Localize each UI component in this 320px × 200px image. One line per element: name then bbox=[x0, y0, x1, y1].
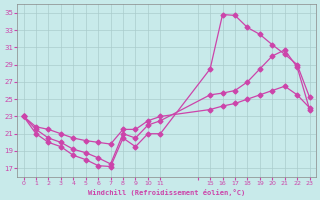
X-axis label: Windchill (Refroidissement éolien,°C): Windchill (Refroidissement éolien,°C) bbox=[88, 189, 245, 196]
